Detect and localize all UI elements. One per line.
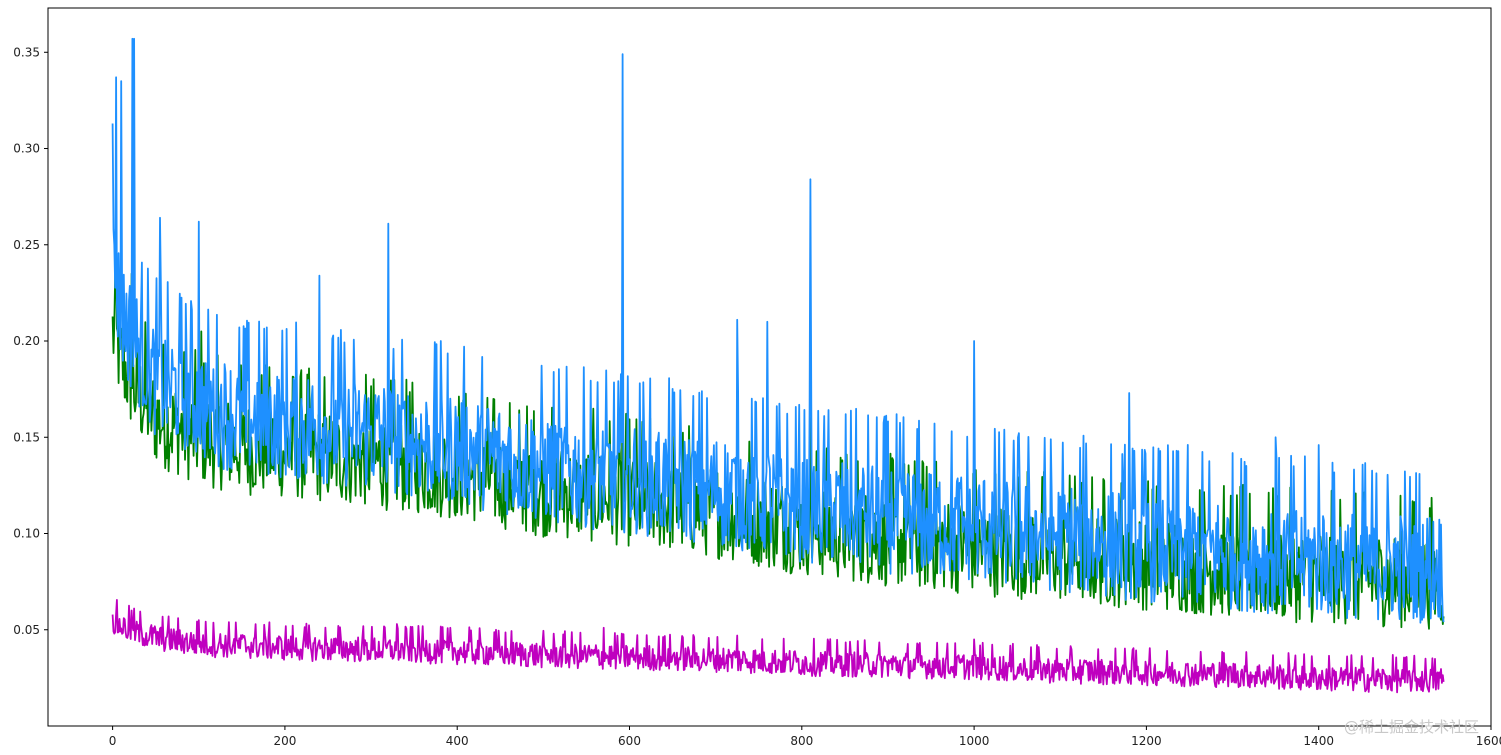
y-tick-label: 0.05 (13, 623, 40, 637)
x-tick-label: 1400 (1303, 734, 1334, 748)
y-tick-label: 0.30 (13, 142, 40, 156)
y-tick-label: 0.25 (13, 238, 40, 252)
y-tick-label: 0.20 (13, 334, 40, 348)
x-tick-label: 800 (790, 734, 813, 748)
x-tick-label: 1000 (959, 734, 990, 748)
series-line-2 (111, 599, 1445, 694)
plot-frame (47, 7, 1492, 727)
y-axis: 0.05 0.10 0.15 0.20 0.25 0.30 0.35 (13, 45, 48, 637)
x-tick-label: 200 (273, 734, 296, 748)
x-tick-label: 600 (618, 734, 641, 748)
y-tick-label: 0.15 (13, 430, 40, 444)
x-tick-label: 1200 (1131, 734, 1162, 748)
x-tick-label: 400 (446, 734, 469, 748)
x-tick-label: 0 (109, 734, 117, 748)
y-tick-label: 0.35 (13, 45, 40, 59)
watermark: @稀土掘金技术社区 (1343, 718, 1479, 736)
y-tick-label: 0.10 (13, 527, 40, 541)
series-line-1 (111, 37, 1445, 624)
series-layer (111, 37, 1445, 694)
